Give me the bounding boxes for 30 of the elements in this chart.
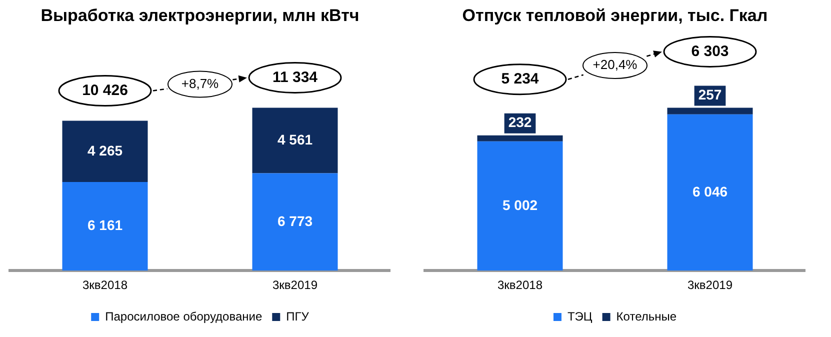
x-tick-label: 3кв2019 xyxy=(272,278,318,292)
legend-label: ПГУ xyxy=(286,309,310,324)
bar xyxy=(252,173,338,271)
x-tick-label: 3кв2019 xyxy=(688,278,733,292)
data-label: 6 161 xyxy=(87,217,123,234)
data-label: 6 773 xyxy=(277,212,313,229)
bar xyxy=(477,141,563,271)
total-label: 5 234 xyxy=(501,70,540,88)
data-label: 4 265 xyxy=(87,142,123,158)
bar xyxy=(667,114,753,271)
chart-title: Отпуск тепловой энергии, тыс. Гкал xyxy=(462,6,768,25)
total-label: 6 303 xyxy=(691,42,729,60)
legend-label: ТЭЦ xyxy=(567,309,592,324)
x-tick-label: 3кв2018 xyxy=(82,278,128,292)
data-label: 232 xyxy=(508,114,532,130)
legend-label: Котельные xyxy=(616,309,677,324)
text: +8,7% xyxy=(181,76,220,91)
bar xyxy=(62,182,148,271)
bar xyxy=(62,120,148,182)
data-label: 6 046 xyxy=(692,183,728,200)
text: +20,4% xyxy=(592,57,638,72)
chart-title: Выработка электроэнергии, млн кВтч xyxy=(40,6,360,25)
total-label: 11 334 xyxy=(272,68,318,86)
total-label: 10 426 xyxy=(82,82,128,99)
data-label: 257 xyxy=(698,86,722,103)
bar xyxy=(252,108,338,174)
data-label: 4 561 xyxy=(277,131,313,148)
x-tick-label: 3кв2018 xyxy=(498,278,543,292)
data-label: 5 002 xyxy=(502,196,538,213)
legend-label: Паросиловое оборудование xyxy=(105,309,262,324)
